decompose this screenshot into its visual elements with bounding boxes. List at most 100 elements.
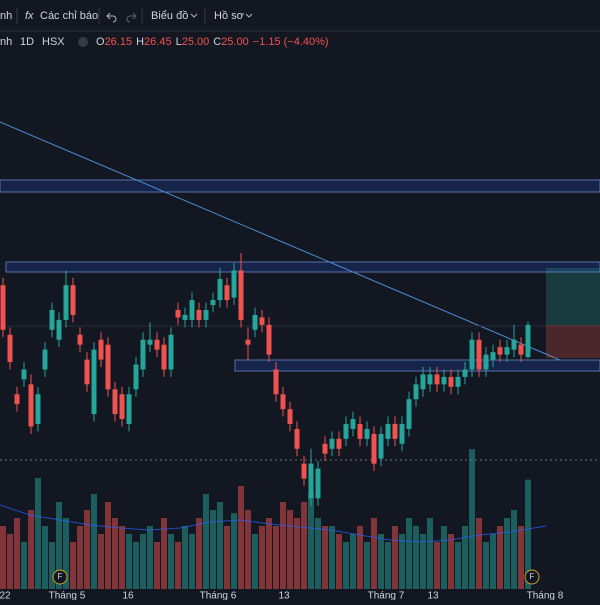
- candle-body: [91, 349, 97, 415]
- volume-bar: [476, 518, 482, 590]
- date-label: 13: [427, 591, 439, 600]
- layout-button[interactable]: Biểu đồ: [151, 10, 188, 22]
- candle-body: [168, 334, 174, 370]
- indicators-button[interactable]: Các chỉ báo: [40, 10, 98, 22]
- volume-bar: [0, 526, 6, 590]
- legend-value: 25.00: [221, 36, 249, 48]
- legend-value: 25.00: [182, 36, 210, 48]
- candle-body: [399, 423, 405, 444]
- volume-bar: [196, 518, 202, 590]
- legend-label: H: [136, 36, 144, 48]
- volume-bar: [63, 518, 69, 590]
- volume-bar: [497, 526, 503, 590]
- candle-layer: [0, 253, 531, 506]
- candle-body: [336, 438, 342, 449]
- event-marker: [524, 569, 540, 585]
- legend-label: L: [176, 36, 182, 48]
- zone: [0, 179, 600, 193]
- volume-bar: [28, 510, 34, 590]
- volume-bar: [105, 502, 111, 590]
- candle-body: [98, 339, 104, 360]
- candle-body: [266, 324, 272, 355]
- candle-body: [7, 334, 13, 363]
- event-label: F: [530, 572, 535, 581]
- redo-icon[interactable]: [126, 12, 137, 23]
- candle-body: [56, 319, 62, 340]
- volume-bar: [259, 526, 265, 590]
- volume-bar: [504, 518, 510, 590]
- volume-bar: [126, 534, 132, 590]
- candle-body: [364, 428, 370, 439]
- volume-bar: [84, 510, 90, 590]
- candle-body: [182, 314, 188, 320]
- volume-bar: [217, 502, 223, 590]
- candle-body: [406, 399, 412, 429]
- volume-bar: [427, 518, 433, 590]
- candle-body: [329, 438, 335, 449]
- candle-body: [21, 369, 27, 380]
- candle-body: [84, 359, 90, 385]
- candle-body: [350, 419, 356, 429]
- candle-body: [63, 285, 69, 320]
- profile-button[interactable]: Hồ sơ: [214, 10, 244, 22]
- symbol-button[interactable]: nh: [0, 10, 12, 22]
- volume-bar: [133, 542, 139, 590]
- volume-bar: [357, 526, 363, 590]
- volume-bar: [525, 479, 531, 590]
- candle-body: [245, 339, 251, 345]
- candle-body: [42, 349, 48, 370]
- event-label: F: [58, 572, 63, 581]
- volume-bar: [168, 534, 174, 590]
- volume-bar: [364, 542, 370, 590]
- volume-bar: [378, 534, 384, 590]
- volume-bar: [35, 478, 41, 590]
- volume-bar: [483, 542, 489, 590]
- volume-bar: [413, 526, 419, 590]
- legend-label: O: [96, 36, 105, 48]
- volume-bar: [266, 518, 272, 590]
- candle-body: [147, 339, 153, 345]
- volume-bar: [21, 542, 27, 590]
- volume-bar: [343, 542, 349, 590]
- volume-bar: [42, 526, 48, 590]
- volume-bar: [448, 534, 454, 590]
- volume-bar: [161, 518, 167, 590]
- candle-body: [392, 423, 398, 439]
- volume-bar: [210, 510, 216, 590]
- candle-body: [483, 354, 489, 370]
- candle-body: [35, 394, 41, 424]
- volume-bar: [308, 494, 314, 590]
- candle-body: [14, 394, 20, 405]
- volume-bar: [252, 534, 258, 590]
- legend-values: O26.15 H26.45 L25.00 C25.00 −1.15 (−4.40%): [96, 36, 329, 48]
- eye-icon[interactable]: [78, 37, 88, 47]
- volume-bar: [273, 526, 279, 590]
- candle-body: [70, 285, 76, 315]
- candle-body: [357, 423, 363, 439]
- candle-body: [28, 384, 34, 427]
- candle-body: [371, 433, 377, 464]
- candle-body: [497, 347, 503, 355]
- candle-body: [287, 409, 293, 424]
- candle-body: [49, 310, 55, 330]
- zone: [234, 359, 600, 372]
- volume-bar: [175, 542, 181, 590]
- undo-icon[interactable]: [106, 12, 117, 23]
- volume-bar: [406, 518, 412, 590]
- volume-bar: [238, 486, 244, 590]
- candle-body: [441, 376, 447, 385]
- volume-bar: [287, 510, 293, 590]
- legend-change: −1.15 (−4.40%): [253, 36, 329, 48]
- candle-body: [189, 300, 195, 320]
- candle-body: [378, 433, 384, 459]
- volume-bar: [385, 542, 391, 590]
- candle-body: [280, 394, 286, 410]
- date-label: Tháng 8: [527, 591, 564, 600]
- candle-body: [504, 347, 510, 355]
- volume-bar: [189, 534, 195, 590]
- dropdown-icon: [245, 13, 253, 18]
- volume-bar: [119, 526, 125, 590]
- volume-bar: [511, 510, 517, 590]
- legend-exchange: HSX: [42, 36, 65, 48]
